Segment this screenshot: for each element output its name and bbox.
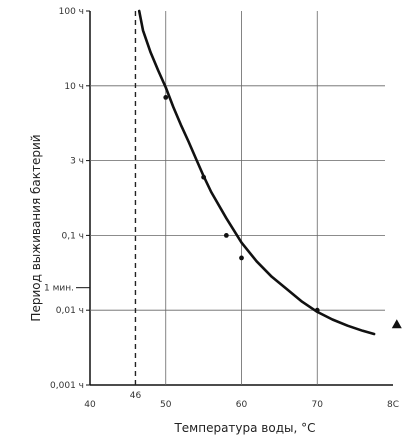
y-tick-label: 0,1 ч [62,231,85,241]
survival-curve [137,9,376,336]
y-tick-label: 3 ч [70,157,84,167]
curve-point [314,307,320,313]
x-tick-label: 8C [387,400,399,410]
y-axis-title: Период выживания бактерий [29,134,43,321]
y-tick-label: 0,001 ч [50,381,84,391]
minute-label: 1 мин. [44,284,74,294]
y-tick-label: 100 ч [59,7,84,17]
chart-labels: 40 50 60 70 8C 100 ч 10 ч 3 ч 0,1 ч 0,01 ч 0,001 ч… [44,7,399,410]
curve-point [223,233,229,238]
chart-grid [76,10,393,386]
y-tick-label: 0,01 ч [56,306,84,316]
x-tick-label: 70 [312,400,324,410]
end-marker [391,319,402,329]
x-tick-label: 50 [160,400,172,410]
threshold-label: 46 [130,391,142,401]
x-axis-title: Температура воды, °C [173,421,315,435]
curve-point [239,255,244,261]
chart-marks [134,9,402,385]
x-tick-label: 40 [84,400,96,410]
curve-point [201,174,207,180]
curve-point [163,94,169,100]
x-tick-label: 60 [236,400,248,410]
y-tick-label: 10 ч [64,82,84,92]
